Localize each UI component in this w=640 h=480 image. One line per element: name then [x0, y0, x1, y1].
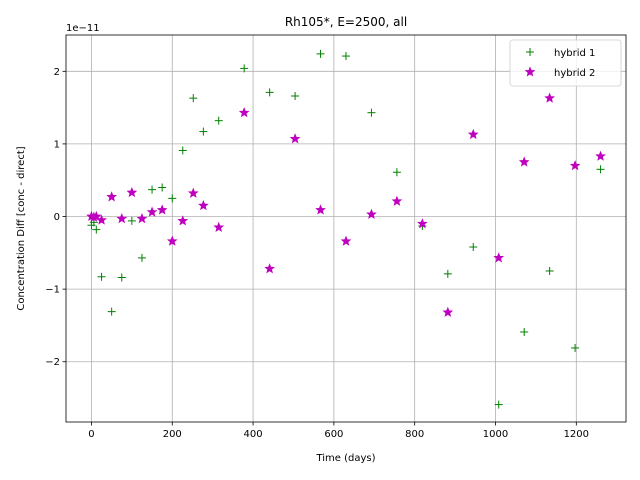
data-point: [127, 216, 136, 225]
legend-label: hybrid 2: [554, 68, 595, 79]
data-point: [106, 191, 117, 202]
data-point: [367, 108, 376, 117]
chart-title: Rh105*, E=2500, all: [285, 15, 407, 29]
data-point: [443, 269, 452, 278]
y-tick-label: −1: [45, 285, 60, 296]
data-point: [126, 186, 138, 198]
data-point: [442, 306, 454, 317]
data-point: [199, 127, 208, 136]
series-2: [86, 92, 606, 317]
data-point: [518, 156, 530, 167]
data-point: [168, 194, 177, 203]
x-tick-label: 800: [405, 429, 424, 440]
data-point: [494, 400, 503, 409]
data-point: [178, 146, 187, 155]
data-point: [366, 208, 377, 219]
data-point: [316, 49, 325, 58]
data-point: [493, 252, 505, 263]
data-point: [189, 94, 198, 103]
series-1: [87, 49, 605, 409]
data-point: [90, 210, 102, 222]
data-point: [146, 206, 158, 217]
x-axis-label: Time (days): [315, 453, 375, 464]
plot-frame: [65, 34, 627, 423]
data-marks: [86, 49, 606, 409]
y-axis-scale-factor: 1e−11: [66, 23, 100, 34]
y-tick-label: 0: [54, 212, 60, 223]
x-tick-label: 400: [244, 429, 263, 440]
data-point: [92, 225, 101, 234]
data-point: [166, 235, 178, 246]
data-point: [545, 266, 554, 275]
data-point: [136, 213, 148, 224]
data-point: [214, 116, 223, 125]
y-tick-label: 2: [54, 67, 60, 78]
data-point: [392, 168, 401, 177]
data-point: [289, 133, 301, 144]
data-point: [116, 213, 128, 224]
data-point: [595, 150, 606, 161]
data-point: [107, 307, 116, 316]
x-tick-label: 0: [88, 429, 94, 440]
data-point: [342, 52, 350, 61]
data-point: [240, 64, 249, 73]
grid: [66, 35, 626, 422]
data-point: [97, 272, 106, 281]
legend: hybrid 1 hybrid 2: [509, 39, 622, 87]
data-point: [96, 214, 107, 225]
data-point: [417, 218, 428, 229]
x-tick-label: 200: [163, 429, 182, 440]
y-tick-label: 1: [54, 139, 60, 150]
data-point: [117, 273, 126, 282]
legend-label: hybrid 1: [554, 48, 595, 59]
x-tick-label: 1200: [564, 429, 589, 440]
legend-marker: [524, 66, 536, 77]
data-point: [156, 204, 168, 215]
data-point: [469, 243, 478, 252]
data-point: [315, 204, 326, 215]
y-tick-label: −2: [45, 357, 60, 368]
data-point: [571, 343, 580, 352]
data-point: [198, 200, 209, 211]
data-point: [520, 327, 529, 336]
x-tick-label: 600: [324, 429, 343, 440]
data-point: [569, 160, 581, 171]
data-point: [238, 107, 250, 118]
legend-marker: [526, 48, 534, 56]
data-point: [148, 185, 157, 194]
axis-ticks: 0 200 400 600 800 1000 1200 −2 −1 0 1 2: [45, 67, 589, 440]
data-point: [265, 88, 274, 97]
data-point: [596, 165, 605, 174]
data-point: [137, 253, 146, 262]
data-point: [213, 221, 225, 232]
data-point: [391, 195, 403, 206]
data-point: [544, 92, 555, 103]
data-point: [291, 91, 300, 100]
data-point: [467, 128, 479, 140]
data-point: [177, 215, 189, 226]
x-tick-label: 1000: [483, 429, 508, 440]
data-point: [264, 263, 275, 274]
legend-box: [509, 39, 622, 87]
data-point: [158, 183, 167, 192]
data-point: [187, 187, 199, 198]
data-point: [340, 235, 352, 246]
y-axis-label: Concentration Diff [conc - direct]: [16, 146, 27, 310]
